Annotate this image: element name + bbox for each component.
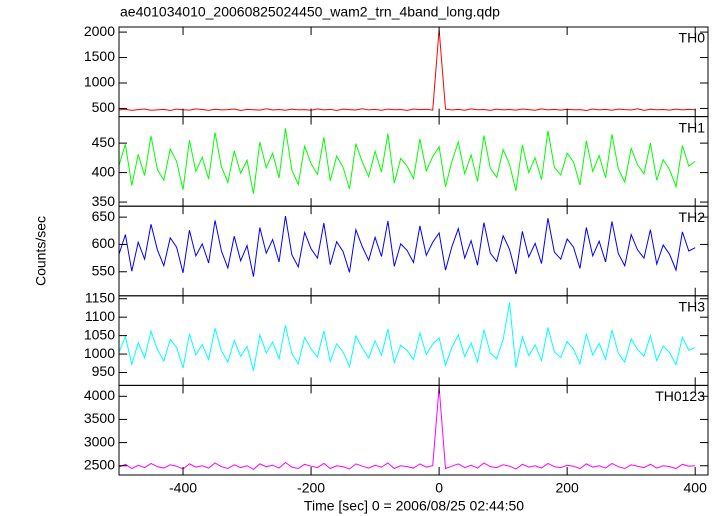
panel-label: TH3 <box>679 299 706 315</box>
panel-label: TH2 <box>679 209 706 225</box>
y-tick-label: 400 <box>92 163 116 179</box>
x-tick-label: -200 <box>297 480 325 496</box>
x-tick-label: -400 <box>169 480 197 496</box>
panel-frame <box>118 116 709 207</box>
panel-frame <box>118 384 709 476</box>
y-tick-label: 1500 <box>84 48 115 64</box>
light-curve <box>119 128 696 194</box>
panel-frame <box>118 205 709 297</box>
y-tick-label: 3500 <box>84 410 115 426</box>
panel-frame <box>118 295 709 386</box>
y-tick-label: 550 <box>92 262 116 278</box>
y-tick-label: 350 <box>92 193 116 209</box>
y-tick-label: 500 <box>92 99 116 115</box>
y-tick-label: 450 <box>92 134 116 150</box>
panel-frame <box>118 26 709 118</box>
y-axis-label: Counts/sec <box>33 216 49 286</box>
x-axis-label: Time [sec] 0 = 2006/08/25 02:44:50 <box>304 498 524 514</box>
x-tick-label: 0 <box>435 480 443 496</box>
panel-label: TH1 <box>679 119 706 135</box>
y-tick-label: 1000 <box>84 345 115 361</box>
panel-label: TH0123 <box>655 388 705 404</box>
y-tick-label: 3000 <box>84 433 115 449</box>
panel-label: TH0 <box>679 30 706 46</box>
y-tick-label: 1150 <box>85 289 115 305</box>
light-curve <box>119 29 696 112</box>
chart-title: ae401034010_20060825024450_wam2_trn_4ban… <box>120 4 500 20</box>
light-curve <box>119 215 696 277</box>
y-tick-label: 1000 <box>84 74 115 90</box>
x-tick-label: 200 <box>555 480 579 496</box>
y-tick-label: 1100 <box>85 308 115 324</box>
y-tick-label: 600 <box>92 235 116 251</box>
x-tick-label: 400 <box>684 480 708 496</box>
light-curve <box>119 302 696 371</box>
y-tick-label: 950 <box>92 363 116 379</box>
light-curve <box>119 386 696 471</box>
y-tick-label: 1050 <box>84 326 115 342</box>
y-tick-label: 650 <box>92 208 116 224</box>
y-tick-label: 4000 <box>84 387 115 403</box>
y-tick-label: 2500 <box>84 456 115 472</box>
y-tick-label: 2000 <box>84 23 115 39</box>
